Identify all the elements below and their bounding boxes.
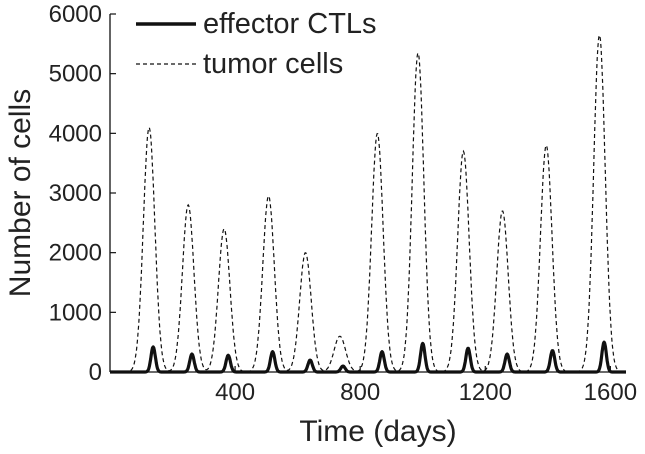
y-tick-label: 3000 <box>49 180 102 207</box>
legend-label-effector: effector CTLs <box>203 8 377 40</box>
y-axis-label: Number of cells <box>4 89 37 297</box>
y-tick-label: 0 <box>89 359 102 386</box>
x-tick-label: 1600 <box>584 379 637 406</box>
ticks: 0 1000 2000 3000 4000 5000 6000 400 800 1200 1600 <box>49 1 637 406</box>
y-tick-label: 2000 <box>49 240 102 267</box>
y-tick-label: 4000 <box>49 120 102 147</box>
x-tick-label: 1200 <box>459 379 512 406</box>
x-axis-label: Time (days) <box>299 415 456 448</box>
x-tick-label: 800 <box>340 379 380 406</box>
x-tick-label: 400 <box>215 379 255 406</box>
y-tick-label: 1000 <box>49 299 102 326</box>
y-tick-label: 6000 <box>49 1 102 28</box>
legend: effector CTLs tumor cells <box>136 8 377 80</box>
legend-label-tumor: tumor cells <box>203 48 343 80</box>
plot-area <box>109 34 627 374</box>
series-effector-ctls <box>109 340 627 374</box>
series-tumor-cells <box>110 34 626 373</box>
y-tick-label: 5000 <box>49 61 102 88</box>
